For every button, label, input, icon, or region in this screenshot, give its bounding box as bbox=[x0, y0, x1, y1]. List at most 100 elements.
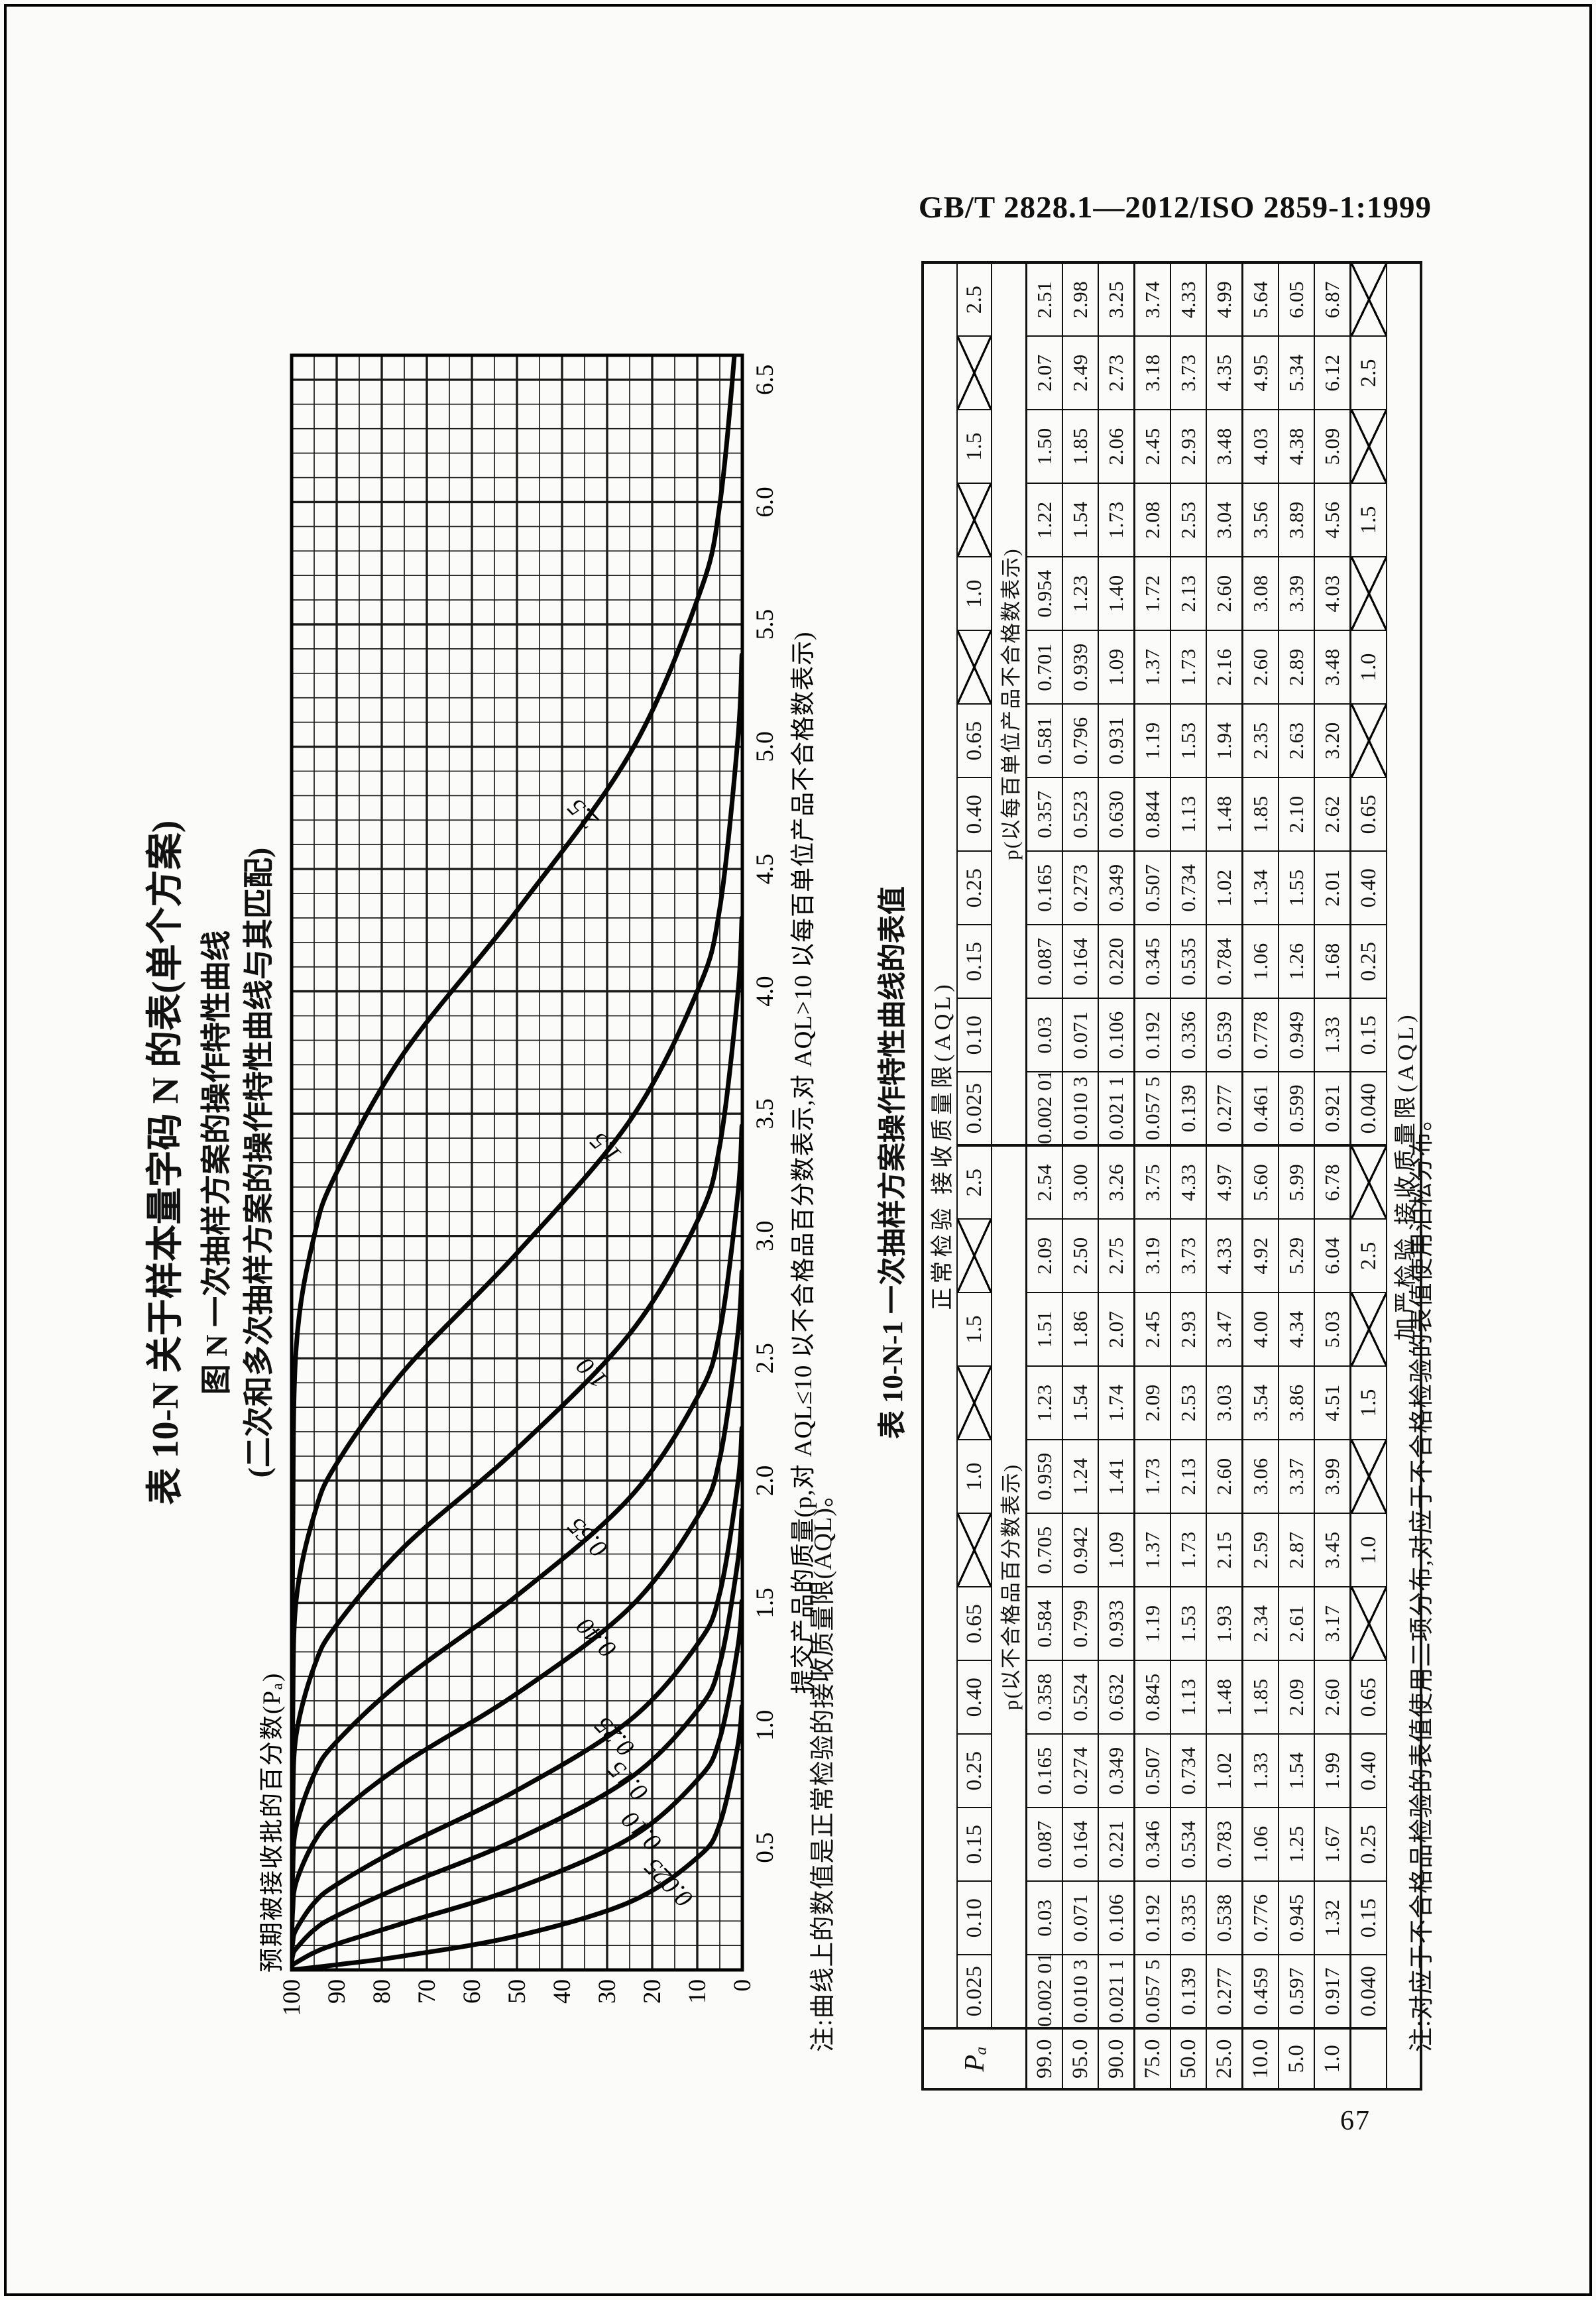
pa-value-cell: 99.0 bbox=[1026, 2028, 1062, 2089]
p-value-cell: 0.705 bbox=[1026, 1513, 1062, 1587]
p-value-cell: 2.73 bbox=[1098, 336, 1135, 410]
p-value-cell: 4.00 bbox=[1242, 1293, 1279, 1366]
crossed-aql-cell bbox=[957, 630, 992, 704]
x-tick-label: 1.5 bbox=[752, 1587, 779, 1618]
p-value-cell: 1.53 bbox=[1170, 1587, 1206, 1660]
p-value-cell: 1.41 bbox=[1098, 1440, 1135, 1513]
p-value-cell: 4.34 bbox=[1279, 1293, 1314, 1366]
crossed-aql-cell bbox=[1350, 1145, 1387, 1219]
p-value-cell: 6.05 bbox=[1279, 262, 1314, 336]
curve-label-0.10: 0.10 bbox=[616, 1806, 667, 1857]
p-value-cell: 0.165 bbox=[1026, 851, 1062, 925]
p-value-cell: 0.139 bbox=[1170, 1955, 1206, 2028]
p-value-cell: 2.93 bbox=[1170, 1293, 1206, 1366]
p-value-cell: 2.54 bbox=[1026, 1145, 1062, 1219]
aql-tightened-cell: 0.15 bbox=[1350, 998, 1387, 1072]
p-value-cell: 0.349 bbox=[1098, 851, 1135, 925]
pa-value-cell: 1.0 bbox=[1314, 2028, 1351, 2089]
normal-aql-header-cell: 正常检验 接收质量限(AQL) bbox=[923, 262, 957, 2028]
p-value-cell: 3.18 bbox=[1134, 336, 1170, 410]
p-value-cell: 2.98 bbox=[1062, 262, 1098, 336]
x-tick-label: 2.0 bbox=[752, 1466, 779, 1496]
p-value-cell: 2.13 bbox=[1170, 557, 1206, 630]
x-tick-label: 1.0 bbox=[752, 1710, 779, 1741]
p-value-cell: 2.53 bbox=[1170, 1366, 1206, 1440]
p-value-cell: 1.74 bbox=[1098, 1366, 1135, 1440]
aql-normal-cell: 1.5 bbox=[957, 410, 992, 483]
svg-text:0.10: 0.10 bbox=[616, 1806, 667, 1857]
p-value-cell: 2.50 bbox=[1062, 1219, 1098, 1293]
p-value-cell: 3.19 bbox=[1134, 1219, 1170, 1293]
aql-tightened-cell: 1.0 bbox=[1350, 630, 1387, 704]
p-value-cell: 3.89 bbox=[1279, 483, 1314, 557]
p-value-cell: 3.00 bbox=[1062, 1145, 1098, 1219]
x-tick-label: 6.0 bbox=[752, 487, 779, 517]
p-value-cell: 0.021 1 bbox=[1098, 1955, 1135, 2028]
aql-normal-cell: 0.025 bbox=[957, 1072, 992, 1145]
table-10-n-caption: 表 10-N 关于样本量字码 N 的表(单个方案) bbox=[145, 820, 186, 1505]
p-value-cell: 2.08 bbox=[1134, 483, 1170, 557]
p-value-cell: 0.539 bbox=[1206, 998, 1243, 1072]
p-value-cell: 0.106 bbox=[1098, 1881, 1135, 1955]
y-tick-label: 40 bbox=[549, 1979, 576, 2004]
empty-cell bbox=[1350, 2028, 1387, 2089]
p-value-cell: 0.461 bbox=[1242, 1072, 1279, 1145]
p-value-cell: 0.357 bbox=[1026, 777, 1062, 851]
p-value-cell: 3.37 bbox=[1279, 1440, 1314, 1513]
p-value-cell: 0.087 bbox=[1026, 925, 1062, 998]
aql-normal-cell: 0.40 bbox=[957, 1660, 992, 1734]
p-value-cell: 6.04 bbox=[1314, 1219, 1351, 1293]
table-row: p(以不合格品百分数表示) p(以每百单位产品不合格数表示) bbox=[992, 262, 1027, 2089]
p-value-cell: 0.057 5 bbox=[1134, 1072, 1170, 1145]
pa-value-cell: 75.0 bbox=[1134, 2028, 1170, 2089]
p-value-cell: 2.07 bbox=[1026, 336, 1062, 410]
p-value-cell: 2.51 bbox=[1026, 262, 1062, 336]
p-value-cell: 5.34 bbox=[1279, 336, 1314, 410]
standard-number-header: GB/T 2828.1—2012/ISO 2859-1:1999 bbox=[918, 190, 1432, 225]
pa-value-cell: 90.0 bbox=[1098, 2028, 1135, 2089]
p-value-cell: 2.09 bbox=[1026, 1219, 1062, 1293]
p-value-cell: 0.002 01 bbox=[1026, 1955, 1062, 2028]
p-value-cell: 0.277 bbox=[1206, 1955, 1243, 2028]
p-value-cell: 1.13 bbox=[1170, 777, 1206, 851]
p-value-cell: 3.20 bbox=[1314, 704, 1351, 777]
p-value-cell: 1.93 bbox=[1206, 1587, 1243, 1660]
p-value-cell: 0.335 bbox=[1170, 1881, 1206, 1955]
table-row: 50.0 0.139 0.335 0.534 0.734 1.13 1.53 1.73 2.13… bbox=[1170, 262, 1206, 2089]
p-value-cell: 0.942 bbox=[1062, 1513, 1098, 1587]
p-value-cell: 3.73 bbox=[1170, 1219, 1206, 1293]
pa-value-cell: 25.0 bbox=[1206, 2028, 1243, 2089]
p-value-cell: 3.73 bbox=[1170, 336, 1206, 410]
p-value-cell: 2.35 bbox=[1242, 704, 1279, 777]
group-percent-header-cell: p(以不合格品百分数表示) bbox=[992, 1145, 1027, 2028]
aql-tightened-cell: 0.15 bbox=[1350, 1881, 1387, 1955]
p-value-cell: 0.336 bbox=[1170, 998, 1206, 1072]
p-value-cell: 2.09 bbox=[1134, 1366, 1170, 1440]
p-value-cell: 1.54 bbox=[1062, 1366, 1098, 1440]
p-value-cell: 3.48 bbox=[1314, 630, 1351, 704]
p-value-cell: 1.22 bbox=[1026, 483, 1062, 557]
y-tick-label: 50 bbox=[504, 1979, 531, 2004]
p-value-cell: 0.273 bbox=[1062, 851, 1098, 925]
p-value-cell: 1.19 bbox=[1134, 704, 1170, 777]
p-value-cell: 0.945 bbox=[1279, 1881, 1314, 1955]
p-value-cell: 1.53 bbox=[1170, 704, 1206, 777]
group-per-hundred-header-cell: p(以每百单位产品不合格数表示) bbox=[992, 262, 1027, 1145]
y-tick-label: 20 bbox=[639, 1979, 666, 2004]
aql-normal-cell: 2.5 bbox=[957, 262, 992, 336]
p-value-cell: 3.54 bbox=[1242, 1366, 1279, 1440]
page-number: 67 bbox=[1340, 2106, 1371, 2136]
p-value-cell: 3.25 bbox=[1098, 262, 1135, 336]
aql-normal-cell: 0.15 bbox=[957, 925, 992, 998]
p-value-cell: 2.06 bbox=[1098, 410, 1135, 483]
p-value-cell: 4.97 bbox=[1206, 1145, 1243, 1219]
rotated-landscape-content: 表 10-N 关于样本量字码 N 的表(单个方案) 图 N 一次抽样方案的操作特… bbox=[109, 122, 1489, 2203]
p-value-cell: 4.38 bbox=[1279, 410, 1314, 483]
aql-normal-cell: 0.25 bbox=[957, 1734, 992, 1808]
p-value-cell: 5.64 bbox=[1242, 262, 1279, 336]
p-value-cell: 2.10 bbox=[1279, 777, 1314, 851]
p-value-cell: 6.78 bbox=[1314, 1145, 1351, 1219]
p-value-cell: 4.33 bbox=[1206, 1219, 1243, 1293]
